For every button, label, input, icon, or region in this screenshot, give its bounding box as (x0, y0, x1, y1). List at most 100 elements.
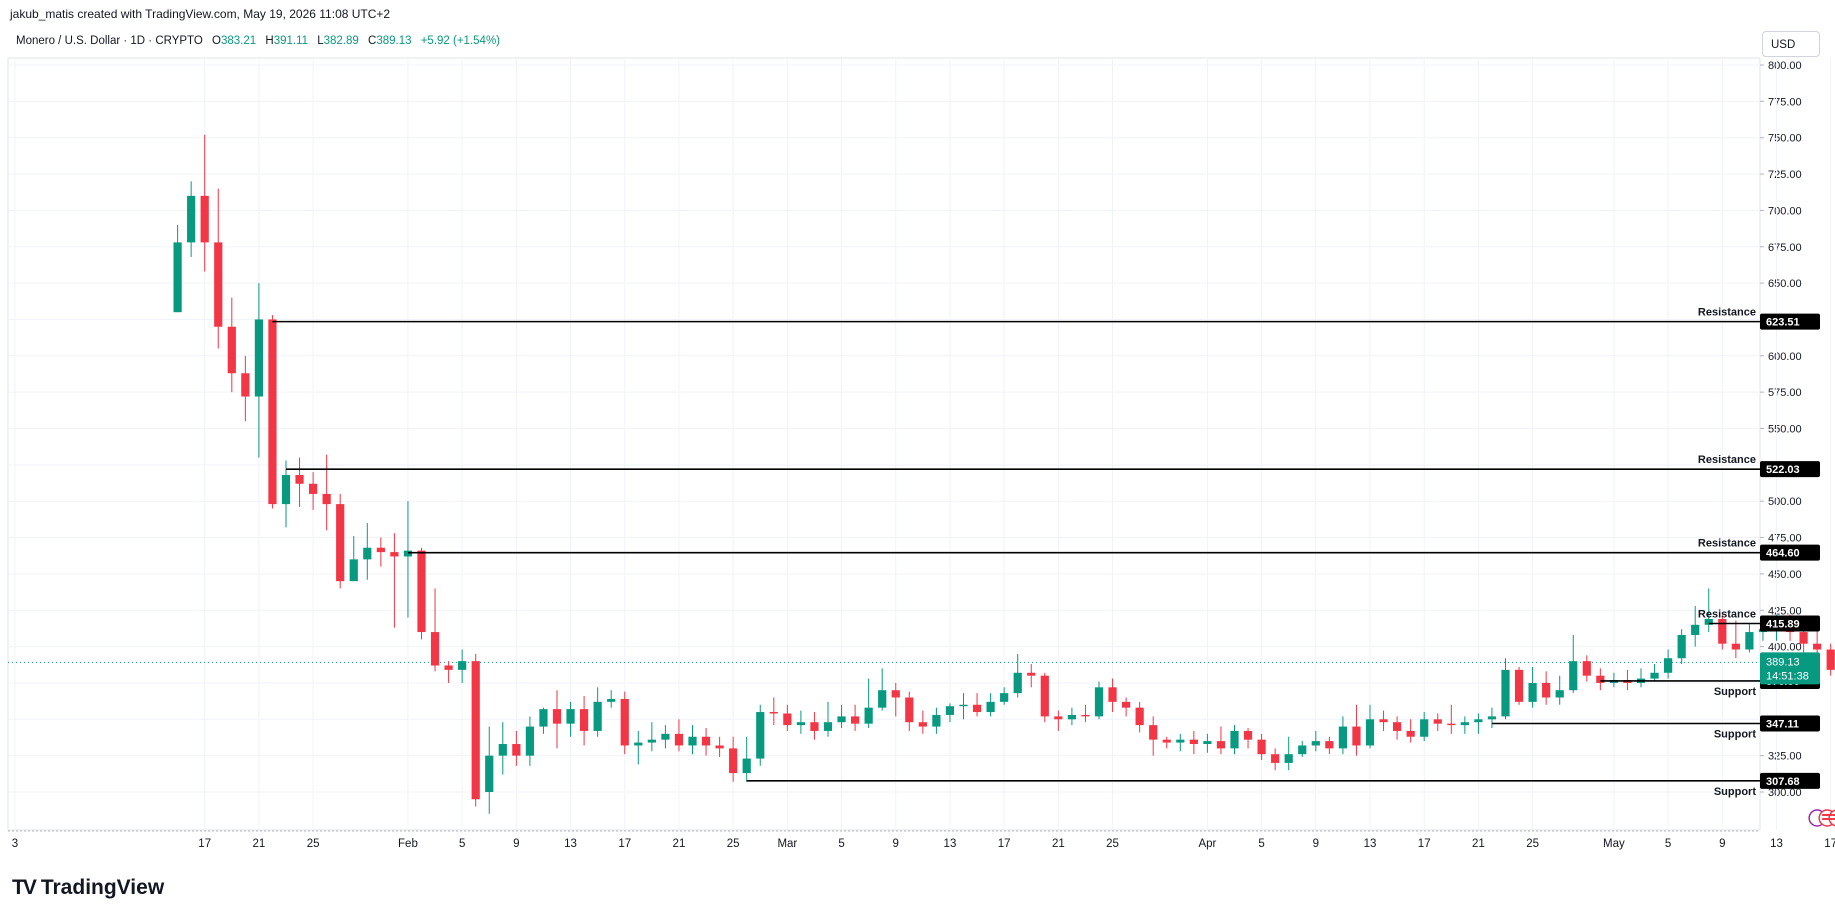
candle-down[interactable] (1514, 669, 1524, 702)
candle-down[interactable] (295, 475, 304, 484)
candle-down[interactable] (241, 373, 250, 397)
candle-up[interactable] (1460, 722, 1469, 726)
candle-up[interactable] (187, 195, 196, 243)
candle-down[interactable] (1081, 714, 1090, 717)
candle-down[interactable] (674, 733, 684, 746)
candle-up[interactable] (688, 736, 697, 746)
candle-up[interactable] (1311, 741, 1320, 746)
candle-down[interactable] (783, 713, 792, 726)
candle-up[interactable] (607, 698, 616, 702)
candle-down[interactable] (1813, 643, 1822, 650)
candle-down[interactable] (336, 504, 345, 582)
candle-down[interactable] (1054, 716, 1063, 720)
candle-up[interactable] (1501, 669, 1510, 717)
candle-up[interactable] (1487, 716, 1497, 720)
candle-up[interactable] (1067, 714, 1076, 720)
candle-up[interactable] (1528, 682, 1537, 702)
candle-up[interactable] (349, 559, 358, 582)
candle-down[interactable] (376, 547, 385, 553)
candle-down[interactable] (1799, 632, 1808, 644)
candle-up[interactable] (1677, 634, 1686, 659)
candle-down[interactable] (200, 195, 209, 243)
candle-up[interactable] (823, 722, 833, 731)
currency-selector[interactable]: USD (1762, 31, 1820, 57)
candle-up[interactable] (837, 716, 846, 723)
candle-up[interactable] (634, 742, 643, 746)
candle-down[interactable] (905, 697, 914, 723)
candle-up[interactable] (281, 475, 291, 505)
candle-up[interactable] (458, 661, 467, 670)
candle-down[interactable] (1542, 682, 1551, 698)
candle-up[interactable] (1176, 739, 1185, 743)
candle-down[interactable] (1135, 707, 1144, 726)
candle-up[interactable] (1420, 719, 1429, 737)
candle-down[interactable] (1027, 672, 1036, 676)
candle-up[interactable] (173, 242, 182, 313)
candle-down[interactable] (552, 709, 562, 724)
candle-down[interactable] (1447, 723, 1456, 726)
candle-down[interactable] (1149, 725, 1158, 740)
candle-down[interactable] (1040, 675, 1049, 717)
candle-down[interactable] (1257, 739, 1266, 755)
candle-up[interactable] (1365, 719, 1375, 746)
candle-up[interactable] (647, 739, 656, 743)
candle-up[interactable] (525, 726, 534, 756)
candle-up[interactable] (986, 701, 995, 713)
candle-down[interactable] (1352, 726, 1361, 746)
candle-down[interactable] (1162, 739, 1171, 743)
candle-down[interactable] (1582, 661, 1591, 676)
candle-down[interactable] (1216, 741, 1226, 749)
candle-up[interactable] (1704, 618, 1713, 625)
candle-down[interactable] (1122, 701, 1131, 708)
candle-up[interactable] (363, 547, 372, 560)
candle-down[interactable] (891, 690, 900, 698)
candle-down[interactable] (972, 704, 982, 713)
candle-down[interactable] (268, 319, 277, 505)
candle-up[interactable] (1284, 754, 1293, 763)
candle-up[interactable] (756, 712, 765, 759)
candle-down[interactable] (1108, 687, 1117, 702)
candle-down[interactable] (322, 493, 331, 505)
candle-up[interactable] (1569, 661, 1578, 691)
candle-down[interactable] (1325, 741, 1334, 749)
candle-up[interactable] (1230, 730, 1239, 749)
candle-up[interactable] (485, 755, 494, 792)
candle-down[interactable] (701, 736, 711, 746)
candle-down[interactable] (1731, 643, 1740, 650)
candle-up[interactable] (403, 550, 413, 557)
candle-down[interactable] (769, 712, 778, 714)
candle-up[interactable] (1203, 741, 1212, 745)
candle-up[interactable] (1298, 745, 1307, 755)
candle-down[interactable] (715, 745, 724, 749)
candle-up[interactable] (498, 744, 507, 756)
candle-up[interactable] (539, 709, 548, 727)
candle-down[interactable] (471, 661, 480, 800)
candle-up[interactable] (932, 714, 941, 727)
candle-up[interactable] (1555, 690, 1564, 698)
candle-up[interactable] (1691, 624, 1700, 635)
candle-up[interactable] (796, 722, 805, 726)
candle-down[interactable] (851, 716, 860, 724)
candle-down[interactable] (214, 242, 223, 327)
candle-down[interactable] (430, 632, 440, 666)
candle-up[interactable] (959, 704, 968, 707)
candle-down[interactable] (1718, 618, 1727, 644)
candle-up[interactable] (742, 758, 751, 774)
tradingview-brand[interactable]: TV TradingView (12, 876, 164, 900)
candle-down[interactable] (309, 483, 318, 494)
candle-up[interactable] (254, 319, 263, 397)
candle-up[interactable] (1650, 672, 1659, 679)
candle-down[interactable] (417, 550, 426, 633)
symbol-name[interactable]: Monero / U.S. Dollar · 1D · CRYPTO (16, 35, 203, 47)
candle-down[interactable] (1243, 730, 1253, 740)
candle-down[interactable] (1596, 675, 1605, 683)
candle-up[interactable] (1745, 632, 1754, 650)
candle-up[interactable] (1338, 726, 1347, 749)
candle-down[interactable] (729, 748, 738, 774)
candle-up[interactable] (593, 701, 602, 731)
candle-down[interactable] (1189, 739, 1198, 745)
candle-down[interactable] (444, 665, 453, 670)
candle-down[interactable] (512, 744, 521, 756)
candle-up[interactable] (864, 707, 873, 724)
candle-up[interactable] (1094, 687, 1104, 717)
